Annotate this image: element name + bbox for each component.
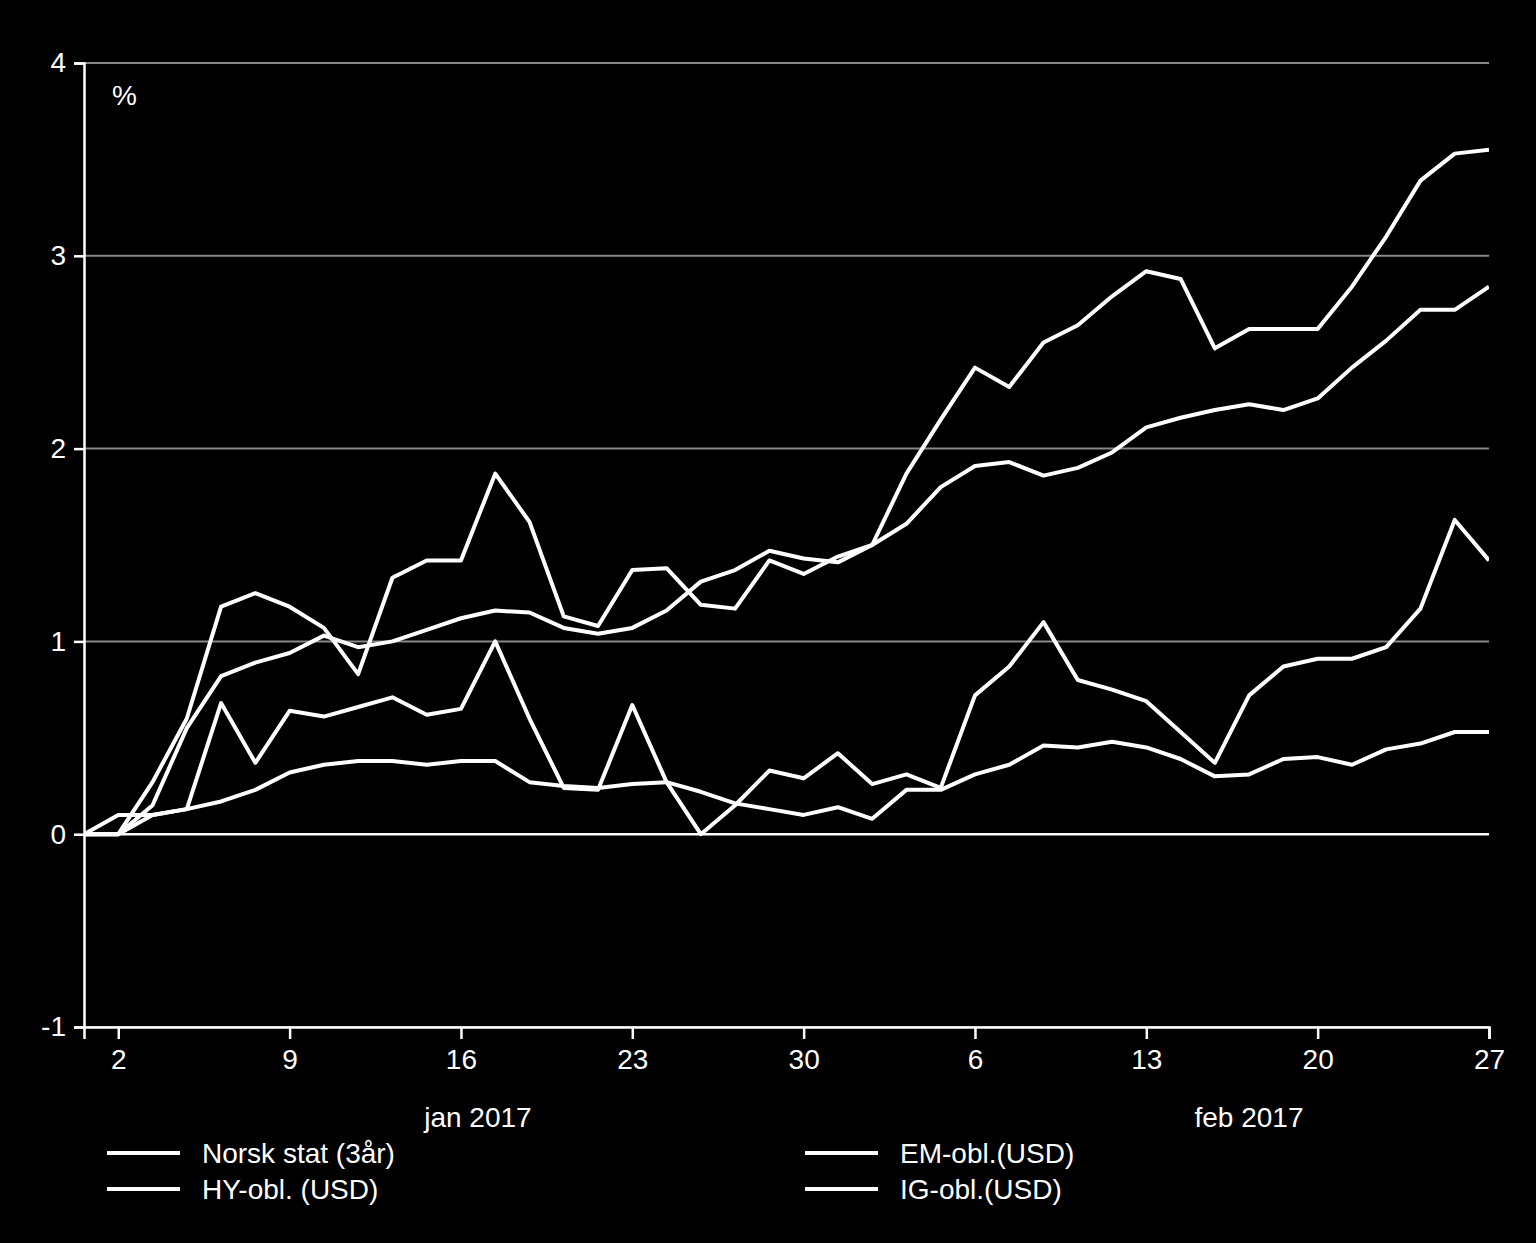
legend-swatch (107, 1151, 180, 1155)
y-tick-label: 2 (50, 433, 66, 464)
series-line (84, 150, 1489, 834)
x-tick-label: 6 (968, 1044, 984, 1075)
x-tick-label: 23 (617, 1044, 648, 1075)
grid-line (84, 448, 1489, 450)
x-tick: 16 (446, 1027, 477, 1075)
x-tick: 30 (789, 1027, 820, 1075)
y-tick: 2 (50, 433, 84, 464)
x-tick-mark (632, 1027, 635, 1039)
legend-item: Norsk stat (3år) (107, 1138, 395, 1169)
y-tick-label: 4 (50, 47, 66, 78)
x-tick-label: 9 (282, 1044, 298, 1075)
x-tick: 23 (617, 1027, 648, 1075)
x-axis-line (85, 1028, 1490, 1040)
grid-line (84, 640, 1489, 642)
grid-line (84, 62, 1489, 64)
series-line (84, 732, 1489, 834)
legend-label: HY-obl. (USD) (202, 1174, 378, 1205)
y-label: % (112, 80, 137, 111)
legend-item: EM-obl.(USD) (805, 1138, 1074, 1169)
legend-swatch (805, 1151, 878, 1155)
x-tick-mark (1317, 1027, 1320, 1039)
legend-swatch (805, 1187, 878, 1191)
legend-label: IG-obl.(USD) (900, 1174, 1062, 1205)
x-tick-mark (1146, 1027, 1149, 1039)
y-tick: -1 (41, 1011, 84, 1042)
x-tick-label: 16 (446, 1044, 477, 1075)
y-axis-line (74, 64, 85, 1028)
grid-line (84, 255, 1489, 257)
y-tick-mark (74, 255, 84, 258)
x-tick-label: 2 (111, 1044, 127, 1075)
x-tick-mark (289, 1027, 292, 1039)
x-group-label: jan 2017 (423, 1102, 531, 1133)
x-tick-label: 13 (1131, 1044, 1162, 1075)
y-tick: 4 (50, 47, 84, 78)
y-tick-mark (74, 62, 84, 65)
x-tick-label: 20 (1303, 1044, 1334, 1075)
x-tick-label: 27 (1474, 1044, 1505, 1075)
y-tick-label: 1 (50, 626, 66, 657)
x-tick-mark (460, 1027, 463, 1039)
grid (84, 63, 1489, 1027)
x-group-label: feb 2017 (1194, 1102, 1303, 1133)
y-tick-mark (74, 448, 84, 451)
chart: -101234291623306132027jan 2017feb 2017%N… (0, 0, 1536, 1243)
grid-line (84, 833, 1489, 836)
y-axis: -1 0 1 2 3 4 (41, 47, 84, 1042)
y-tick: 3 (50, 240, 84, 271)
background (0, 0, 1536, 1243)
y-tick: 0 (50, 819, 84, 850)
x-tick-label: 30 (789, 1044, 820, 1075)
plot-area (84, 150, 1489, 834)
x-tick-mark (118, 1027, 121, 1039)
series-line (84, 287, 1489, 835)
x-tick-mark (803, 1027, 806, 1039)
legend: Norsk stat (3år) HY-obl. (USD) EM-obl.(USD… (107, 1138, 1074, 1205)
legend-item: HY-obl. (USD) (107, 1174, 378, 1205)
legend-label: EM-obl.(USD) (900, 1138, 1074, 1169)
x-tick: 6 (968, 1027, 984, 1075)
x-tick: 27 (1474, 1027, 1505, 1075)
x-tick: 9 (282, 1027, 298, 1075)
series-line (84, 520, 1489, 834)
x-tick-mark (974, 1027, 977, 1039)
y-tick-mark (74, 833, 84, 836)
legend-swatch (107, 1187, 180, 1191)
x-tick: 20 (1303, 1027, 1334, 1075)
legend-item: IG-obl.(USD) (805, 1174, 1062, 1205)
x-axis: 2 9 16 23 30 6 13 20 27 (85, 1027, 1506, 1075)
y-tick-label: 3 (50, 240, 66, 271)
y-tick: 1 (50, 626, 84, 657)
y-tick-mark (74, 1026, 84, 1029)
y-tick-label: 0 (50, 819, 66, 850)
x-tick-mark (1488, 1027, 1491, 1039)
x-tick: 13 (1131, 1027, 1162, 1075)
y-tick-mark (74, 641, 84, 644)
legend-label: Norsk stat (3år) (202, 1138, 395, 1169)
x-tick: 2 (111, 1027, 127, 1075)
y-tick-label: -1 (41, 1011, 66, 1042)
